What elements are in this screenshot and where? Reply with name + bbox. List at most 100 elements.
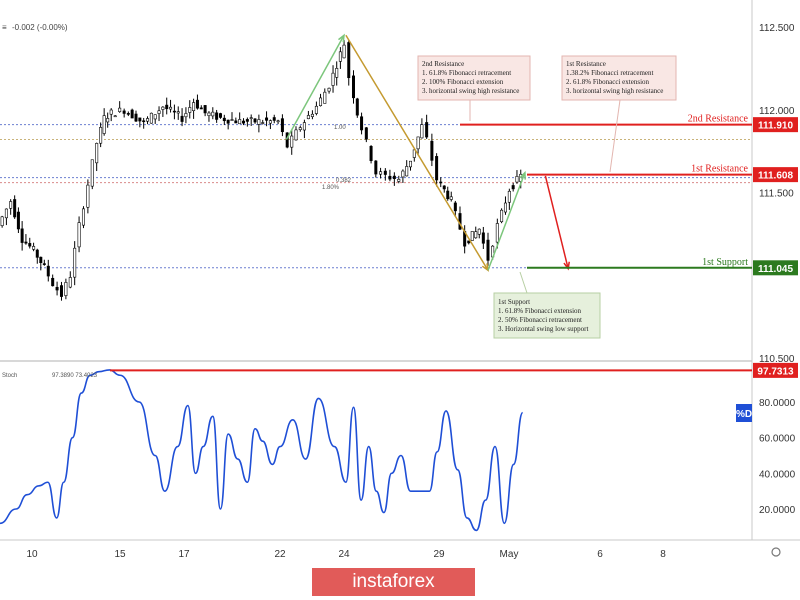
- candle-body: [294, 129, 298, 141]
- stoch-label[interactable]: Stoch: [2, 373, 17, 379]
- price-tick-label: 112.000: [759, 106, 795, 117]
- candle-body: [401, 170, 405, 178]
- fib-label-100: 1.00: [334, 125, 346, 131]
- stoch-d-badge: [736, 404, 752, 422]
- candle-body: [95, 143, 99, 164]
- stoch-tick-label: 60.0000: [759, 434, 796, 445]
- up-arrow-2-head: [519, 170, 526, 180]
- svg-text:1st Support: 1st Support: [498, 298, 530, 306]
- candle-body: [298, 127, 302, 131]
- candle-body: [435, 156, 439, 181]
- time-tick-label: 15: [114, 549, 126, 560]
- candle-body: [106, 118, 110, 123]
- candle-body: [0, 216, 4, 226]
- resistance1-connector: [609, 99, 621, 173]
- brand-logo: instaforex: [312, 568, 475, 596]
- candle-body: [397, 178, 401, 182]
- stoch-tick-label: 40.0000: [759, 469, 796, 480]
- candle-body: [35, 249, 39, 258]
- candle-body: [383, 170, 387, 175]
- candle-body: [446, 190, 450, 200]
- candle-body: [306, 115, 310, 120]
- candle-body: [425, 122, 429, 138]
- candle-body: [405, 166, 409, 177]
- gear-icon[interactable]: [771, 547, 781, 557]
- candle-body: [32, 246, 36, 250]
- candle-body: [379, 171, 383, 175]
- time-tick-label: 17: [178, 549, 190, 560]
- candle-body: [331, 72, 335, 86]
- svg-text:1. 61.8% Fibonacci retracement: 1. 61.8% Fibonacci retracement: [422, 69, 511, 77]
- candle-body: [253, 118, 257, 123]
- time-tick-label: 29: [433, 549, 445, 560]
- candle-body: [28, 243, 32, 247]
- candle-body: [51, 277, 55, 287]
- candle-body: [234, 120, 238, 124]
- candle-body: [161, 106, 165, 110]
- candle-body: [226, 119, 230, 124]
- candle-body: [486, 239, 490, 261]
- support1-label: 1st Support: [702, 257, 748, 268]
- candle-body: [153, 114, 157, 120]
- candle-body: [195, 99, 199, 109]
- candle-body: [369, 146, 373, 161]
- candle-body: [126, 113, 130, 115]
- candle-body: [142, 120, 146, 123]
- header-change: -0.002 (-0.00%): [12, 23, 68, 32]
- candle-body: [109, 109, 113, 115]
- candle-body: [90, 159, 94, 187]
- time-tick-label: 22: [274, 549, 286, 560]
- candle-body: [327, 87, 331, 92]
- candle-body: [272, 117, 276, 121]
- svg-text:1st Resistance: 1st Resistance: [566, 60, 606, 68]
- resistance2-value: 111.910: [758, 121, 793, 132]
- candle-body: [374, 160, 378, 175]
- candle-body: [467, 240, 471, 244]
- candle-body: [481, 232, 485, 244]
- candle-body: [364, 127, 368, 140]
- candle-body: [268, 120, 272, 124]
- candle-body: [310, 113, 314, 117]
- candle-body: [113, 115, 117, 118]
- candle-body: [290, 135, 294, 148]
- svg-text:2. 50% Fibonacci retracement: 2. 50% Fibonacci retracement: [498, 316, 582, 324]
- price-tick-label: 112.500: [759, 23, 795, 34]
- svg-text:2. 61.8% Fibonacci extension: 2. 61.8% Fibonacci extension: [566, 78, 650, 86]
- resistance1-value: 111.608: [758, 171, 793, 182]
- candle-body: [360, 116, 364, 131]
- candle-body: [192, 102, 196, 112]
- candle-body: [439, 181, 443, 184]
- candle-body: [55, 286, 59, 291]
- candle-body: [24, 241, 28, 244]
- candle-body: [157, 110, 161, 114]
- candle-body: [176, 111, 180, 114]
- svg-text:1.38.2% Fibonacci retracement: 1.38.2% Fibonacci retracement: [566, 69, 654, 77]
- up-arrow-2: [487, 172, 526, 271]
- candle-body: [184, 113, 188, 118]
- stoch-level-badge: [753, 362, 798, 378]
- price-axis: 112.500 112.000 111.500 110.500 80.0000 60.00…: [759, 23, 796, 516]
- candle-body: [230, 119, 234, 121]
- candle-body: [146, 118, 150, 122]
- time-tick-label: 24: [338, 549, 350, 560]
- candle-body: [416, 136, 420, 150]
- candle-body: [342, 44, 346, 59]
- candle-body: [515, 176, 519, 183]
- candle-body: [215, 112, 219, 120]
- support1-connector: [519, 271, 528, 294]
- candle-body: [149, 112, 153, 124]
- candle-body: [470, 231, 474, 241]
- candle-body: [77, 222, 81, 248]
- candle-body: [507, 190, 511, 203]
- resistance1-badge: [753, 167, 798, 183]
- candle-body: [102, 115, 106, 134]
- time-tick-label: 10: [26, 549, 38, 560]
- candle-body: [323, 91, 327, 104]
- candle-body: [477, 228, 481, 235]
- pattern-arrows: [285, 33, 571, 272]
- candle-body: [338, 51, 342, 62]
- candle-body: [511, 185, 515, 190]
- svg-text:3. Horizontal swing low suppor: 3. Horizontal swing low support: [498, 325, 588, 333]
- support1-value: 111.045: [758, 264, 793, 275]
